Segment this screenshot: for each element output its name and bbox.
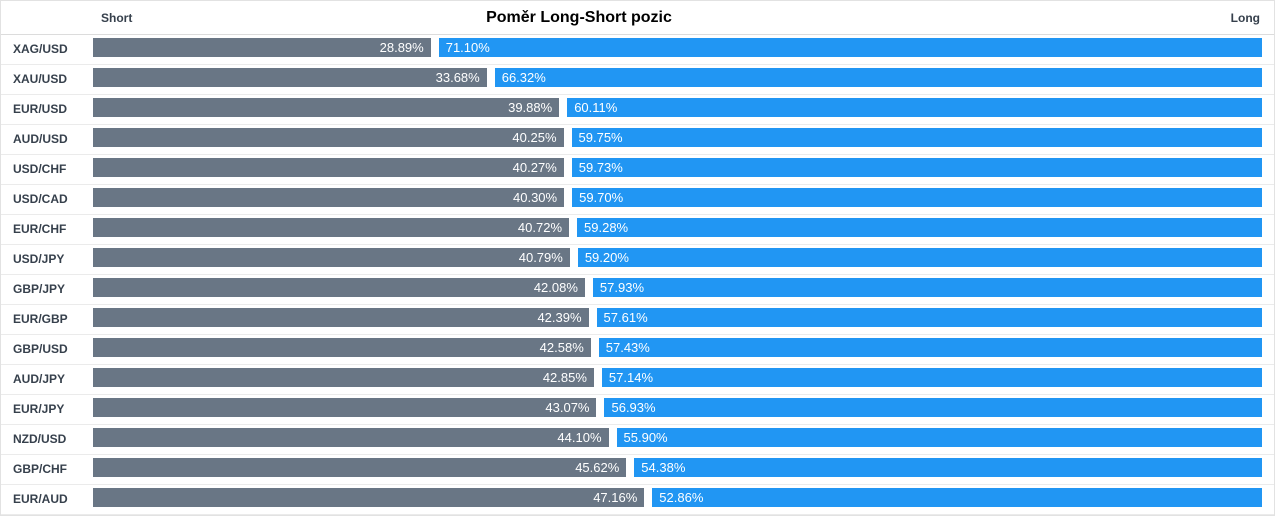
long-bar: 57.93%: [592, 278, 1262, 297]
long-bar: 59.20%: [577, 248, 1262, 267]
short-bar: 47.16%: [93, 488, 645, 507]
currency-pair-label: AUD/JPY: [13, 371, 66, 386]
currency-pair-label: XAU/USD: [13, 71, 68, 86]
chart-row: GBP/JPY 42.08% 57.93%: [1, 275, 1274, 305]
bar-track: 44.10% 55.90%: [93, 428, 1262, 447]
bar-track: 42.39% 57.61%: [93, 308, 1262, 327]
short-bar: 39.88%: [93, 98, 560, 117]
long-bar: 59.73%: [571, 158, 1262, 177]
chart-header: Short Poměr Long-Short pozic Long: [1, 1, 1274, 35]
short-bar: 42.08%: [93, 278, 585, 297]
short-bar: 44.10%: [93, 428, 609, 447]
long-bar: 59.70%: [572, 188, 1262, 207]
currency-pair-label: GBP/USD: [13, 341, 68, 356]
chart-row: EUR/CHF 40.72% 59.28%: [1, 215, 1274, 245]
chart-row: GBP/USD 42.58% 57.43%: [1, 335, 1274, 365]
short-bar: 42.85%: [93, 368, 594, 387]
bar-track: 33.68% 66.32%: [93, 68, 1262, 87]
long-bar: 71.10%: [438, 38, 1262, 57]
bar-track: 47.16% 52.86%: [93, 488, 1262, 507]
short-bar: 45.62%: [93, 458, 627, 477]
currency-pair-label: EUR/CHF: [13, 221, 67, 236]
long-bar: 55.90%: [616, 428, 1262, 447]
chart-row: AUD/USD 40.25% 59.75%: [1, 125, 1274, 155]
bar-track: 42.58% 57.43%: [93, 338, 1262, 357]
long-bar: 56.93%: [604, 398, 1262, 417]
chart-row: EUR/USD 39.88% 60.11%: [1, 95, 1274, 125]
chart-title: Poměr Long-Short pozic: [486, 8, 672, 26]
long-bar: 54.38%: [634, 458, 1262, 477]
bar-track: 39.88% 60.11%: [93, 98, 1262, 117]
currency-pair-label: USD/CAD: [13, 191, 68, 206]
bar-track: 40.27% 59.73%: [93, 158, 1262, 177]
currency-pair-label: EUR/JPY: [13, 401, 65, 416]
currency-pair-label: XAG/USD: [13, 41, 68, 56]
currency-pair-label: USD/JPY: [13, 251, 65, 266]
bar-track: 40.30% 59.70%: [93, 188, 1262, 207]
chart-row: GBP/CHF 45.62% 54.38%: [1, 455, 1274, 485]
currency-pair-label: AUD/USD: [13, 131, 68, 146]
currency-pair-label: NZD/USD: [13, 431, 67, 446]
currency-pair-label: EUR/AUD: [13, 491, 68, 506]
long-bar: 52.86%: [652, 488, 1262, 507]
bar-track: 40.79% 59.20%: [93, 248, 1262, 267]
chart-row: EUR/AUD 47.16% 52.86%: [1, 485, 1274, 515]
chart-row: USD/JPY 40.79% 59.20%: [1, 245, 1274, 275]
long-bar: 60.11%: [567, 98, 1262, 117]
short-bar: 40.27%: [93, 158, 564, 177]
currency-pair-label: EUR/USD: [13, 101, 68, 116]
bar-track: 42.08% 57.93%: [93, 278, 1262, 297]
long-bar: 57.43%: [598, 338, 1262, 357]
currency-pair-label: GBP/CHF: [13, 461, 67, 476]
short-column-header: Short: [101, 10, 133, 25]
short-bar: 28.89%: [93, 38, 431, 57]
chart-row: USD/CAD 40.30% 59.70%: [1, 185, 1274, 215]
chart-row: EUR/GBP 42.39% 57.61%: [1, 305, 1274, 335]
bar-track: 28.89% 71.10%: [93, 38, 1262, 57]
long-bar: 59.28%: [577, 218, 1262, 237]
short-bar: 40.30%: [93, 188, 565, 207]
currency-pair-label: EUR/GBP: [13, 311, 68, 326]
bar-track: 43.07% 56.93%: [93, 398, 1262, 417]
long-bar: 66.32%: [494, 68, 1262, 87]
short-bar: 42.39%: [93, 308, 589, 327]
long-bar: 59.75%: [571, 128, 1262, 147]
currency-pair-label: GBP/JPY: [13, 281, 66, 296]
chart-row: XAG/USD 28.89% 71.10%: [1, 35, 1274, 65]
chart-row: NZD/USD 44.10% 55.90%: [1, 425, 1274, 455]
long-column-header: Long: [1230, 10, 1260, 25]
chart-rows: XAG/USD 28.89% 71.10% XAU/USD 33.68% 66.…: [1, 35, 1274, 515]
short-bar: 42.58%: [93, 338, 591, 357]
bar-track: 40.72% 59.28%: [93, 218, 1262, 237]
chart-row: XAU/USD 33.68% 66.32%: [1, 65, 1274, 95]
chart-row: USD/CHF 40.27% 59.73%: [1, 155, 1274, 185]
chart-row: EUR/JPY 43.07% 56.93%: [1, 395, 1274, 425]
bar-track: 40.25% 59.75%: [93, 128, 1262, 147]
bar-track: 45.62% 54.38%: [93, 458, 1262, 477]
short-bar: 33.68%: [93, 68, 487, 87]
currency-pair-label: USD/CHF: [13, 161, 67, 176]
long-bar: 57.61%: [596, 308, 1262, 327]
chart-row: AUD/JPY 42.85% 57.14%: [1, 365, 1274, 395]
long-bar: 57.14%: [601, 368, 1262, 387]
short-bar: 40.72%: [93, 218, 570, 237]
short-bar: 40.79%: [93, 248, 570, 267]
bar-track: 42.85% 57.14%: [93, 368, 1262, 387]
short-bar: 43.07%: [93, 398, 597, 417]
short-bar: 40.25%: [93, 128, 564, 147]
